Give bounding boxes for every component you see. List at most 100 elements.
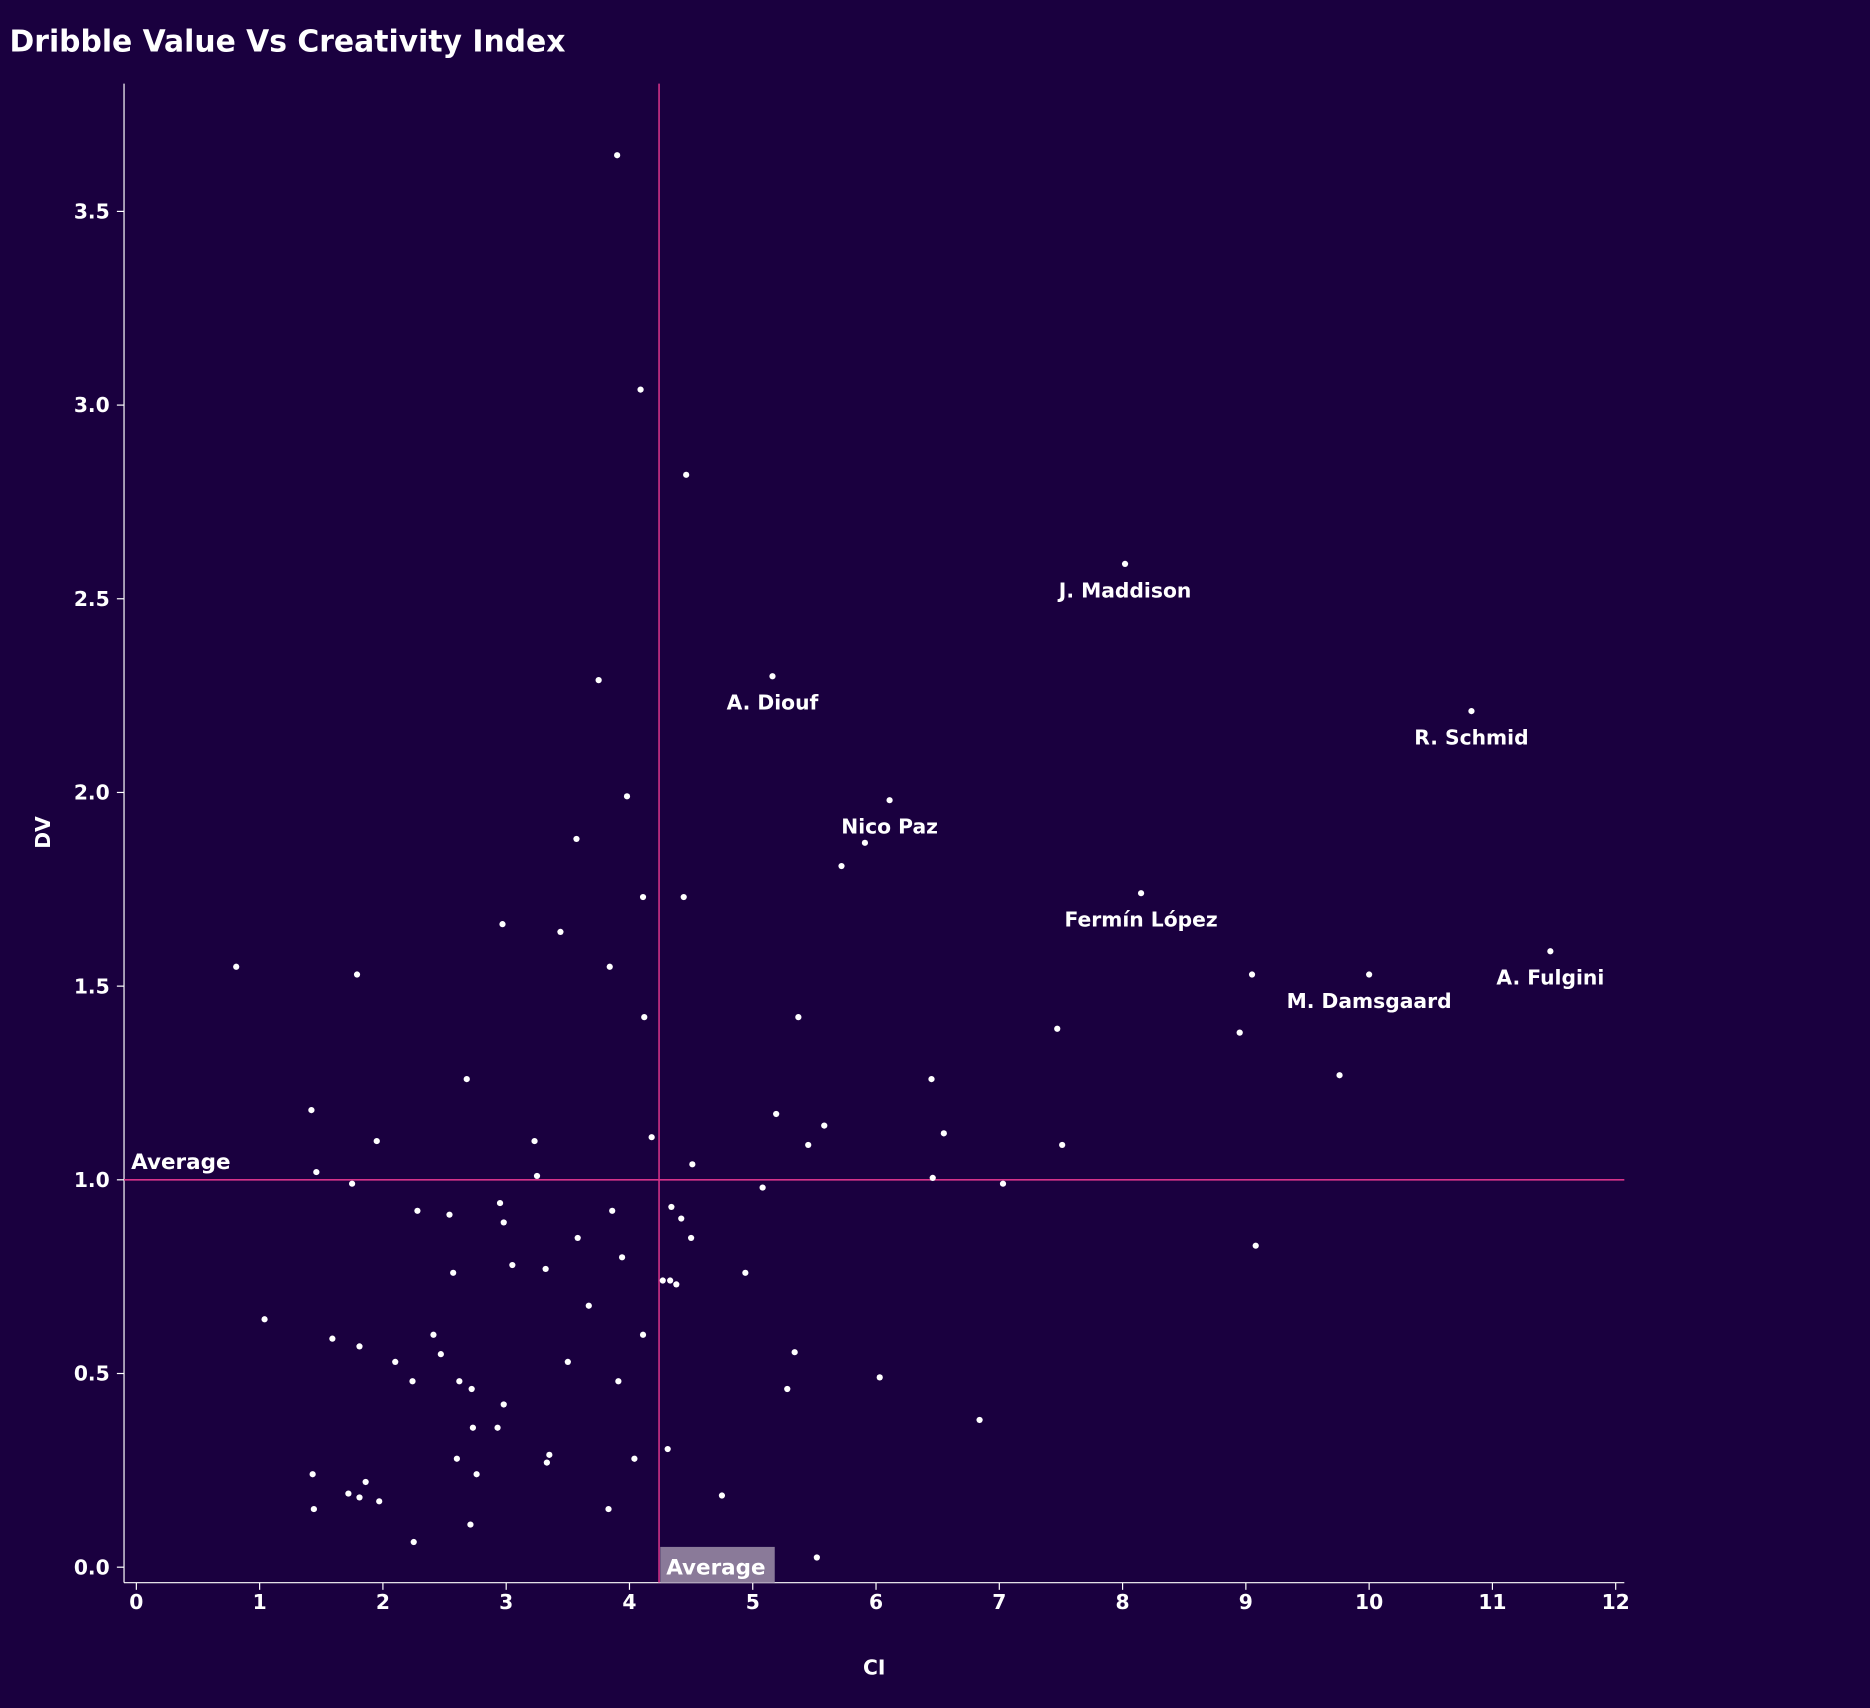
x-tick-label: 12: [1602, 1590, 1630, 1614]
data-point: [1137, 890, 1145, 897]
data-point: [639, 1331, 647, 1338]
data-point: [791, 1349, 798, 1356]
x-tick-label: 4: [622, 1590, 636, 1614]
x-tick-label: 1: [253, 1590, 267, 1614]
data-point: [430, 1331, 437, 1338]
data-point: [1121, 560, 1129, 568]
data-point: [373, 1137, 380, 1145]
data-point: [499, 921, 506, 928]
data-point: [446, 1211, 453, 1218]
data-point: [773, 1110, 780, 1118]
data-point: [348, 1180, 356, 1187]
data-point: [641, 1014, 648, 1021]
player-label: A. Diouf: [727, 691, 819, 715]
data-point: [453, 1455, 460, 1462]
axes: 0 1 2 3 4 5 6 7 8 9 10 11 120.00.51.01.52.02.53.03.5: [74, 83, 1630, 1614]
data-point: [615, 1378, 622, 1385]
average-y-label: Average: [131, 1150, 230, 1175]
x-tick-label: 10: [1355, 1590, 1383, 1614]
data-point: [999, 1180, 1007, 1187]
data-point: [564, 1358, 571, 1365]
x-tick-label: 6: [869, 1590, 883, 1614]
data-point: [392, 1358, 399, 1365]
data-point: [1366, 971, 1373, 978]
data-point: [473, 1471, 480, 1478]
data-point: [437, 1351, 444, 1358]
data-point: [680, 893, 687, 901]
data-point: [494, 1424, 501, 1431]
data-point: [261, 1316, 268, 1323]
player-label: J. Maddison: [1057, 578, 1192, 602]
data-point: [886, 797, 893, 804]
data-point: [313, 1168, 320, 1176]
data-point: [718, 1492, 726, 1499]
data-point: [861, 839, 869, 846]
data-point: [678, 1215, 685, 1222]
data-point: [637, 386, 644, 393]
data-point: [450, 1269, 457, 1276]
data-point: [813, 1554, 820, 1561]
data-point: [1468, 708, 1475, 715]
y-tick-label: 0.0: [74, 1555, 110, 1579]
data-point: [496, 1199, 504, 1207]
x-tick-label: 7: [992, 1590, 1006, 1614]
data-point: [605, 1505, 612, 1513]
data-point: [631, 1455, 638, 1462]
data-point: [929, 1174, 936, 1181]
data-point: [667, 1277, 674, 1284]
data-point: [353, 971, 361, 978]
data-point: [940, 1130, 947, 1137]
data-point: [469, 1424, 477, 1431]
data-point: [468, 1385, 475, 1393]
chart-title: Dribble Value Vs Creativity Index: [10, 24, 566, 59]
player-label: A. Fulgini: [1496, 966, 1604, 990]
data-point: [1336, 1072, 1343, 1079]
points: [233, 152, 1554, 1561]
y-tick-label: 1.5: [74, 974, 110, 998]
data-point: [345, 1490, 352, 1497]
data-point: [618, 1254, 626, 1261]
data-point: [1236, 1029, 1243, 1036]
data-point: [623, 793, 631, 800]
y-tick-label: 1.0: [74, 1168, 110, 1192]
average-x-label: Average: [666, 1555, 765, 1580]
y-tick-label: 3.0: [74, 393, 110, 417]
data-point: [614, 152, 621, 159]
data-point: [648, 1134, 655, 1141]
data-point: [759, 1184, 766, 1191]
data-point: [664, 1445, 671, 1453]
y-tick-label: 2.0: [74, 781, 110, 805]
data-point: [795, 1014, 802, 1021]
data-point: [1252, 1242, 1259, 1249]
data-point: [639, 893, 647, 901]
data-point: [821, 1122, 828, 1129]
data-point: [574, 1234, 581, 1242]
data-point: [409, 1378, 416, 1385]
data-point: [500, 1219, 507, 1226]
data-point: [546, 1451, 553, 1458]
data-point: [769, 673, 776, 680]
data-point: [585, 1302, 592, 1309]
data-point: [805, 1141, 812, 1149]
data-point: [456, 1378, 463, 1385]
data-point: [376, 1498, 383, 1505]
y-tick-label: 0.5: [74, 1362, 110, 1386]
player-label: Fermín López: [1064, 908, 1217, 932]
data-point: [688, 1234, 695, 1242]
data-point: [609, 1207, 616, 1214]
data-point: [784, 1385, 791, 1393]
x-tick-label: 5: [746, 1590, 760, 1614]
data-point: [928, 1076, 935, 1083]
data-point: [310, 1505, 317, 1513]
data-point: [233, 963, 240, 970]
data-point: [838, 862, 845, 870]
data-point: [463, 1076, 470, 1083]
data-point: [543, 1459, 550, 1466]
y-tick-label: 2.5: [74, 587, 110, 611]
player-label: R. Schmid: [1414, 726, 1528, 750]
data-point: [573, 835, 580, 843]
data-point: [976, 1416, 983, 1424]
data-point: [1059, 1141, 1066, 1149]
data-point: [659, 1277, 666, 1284]
